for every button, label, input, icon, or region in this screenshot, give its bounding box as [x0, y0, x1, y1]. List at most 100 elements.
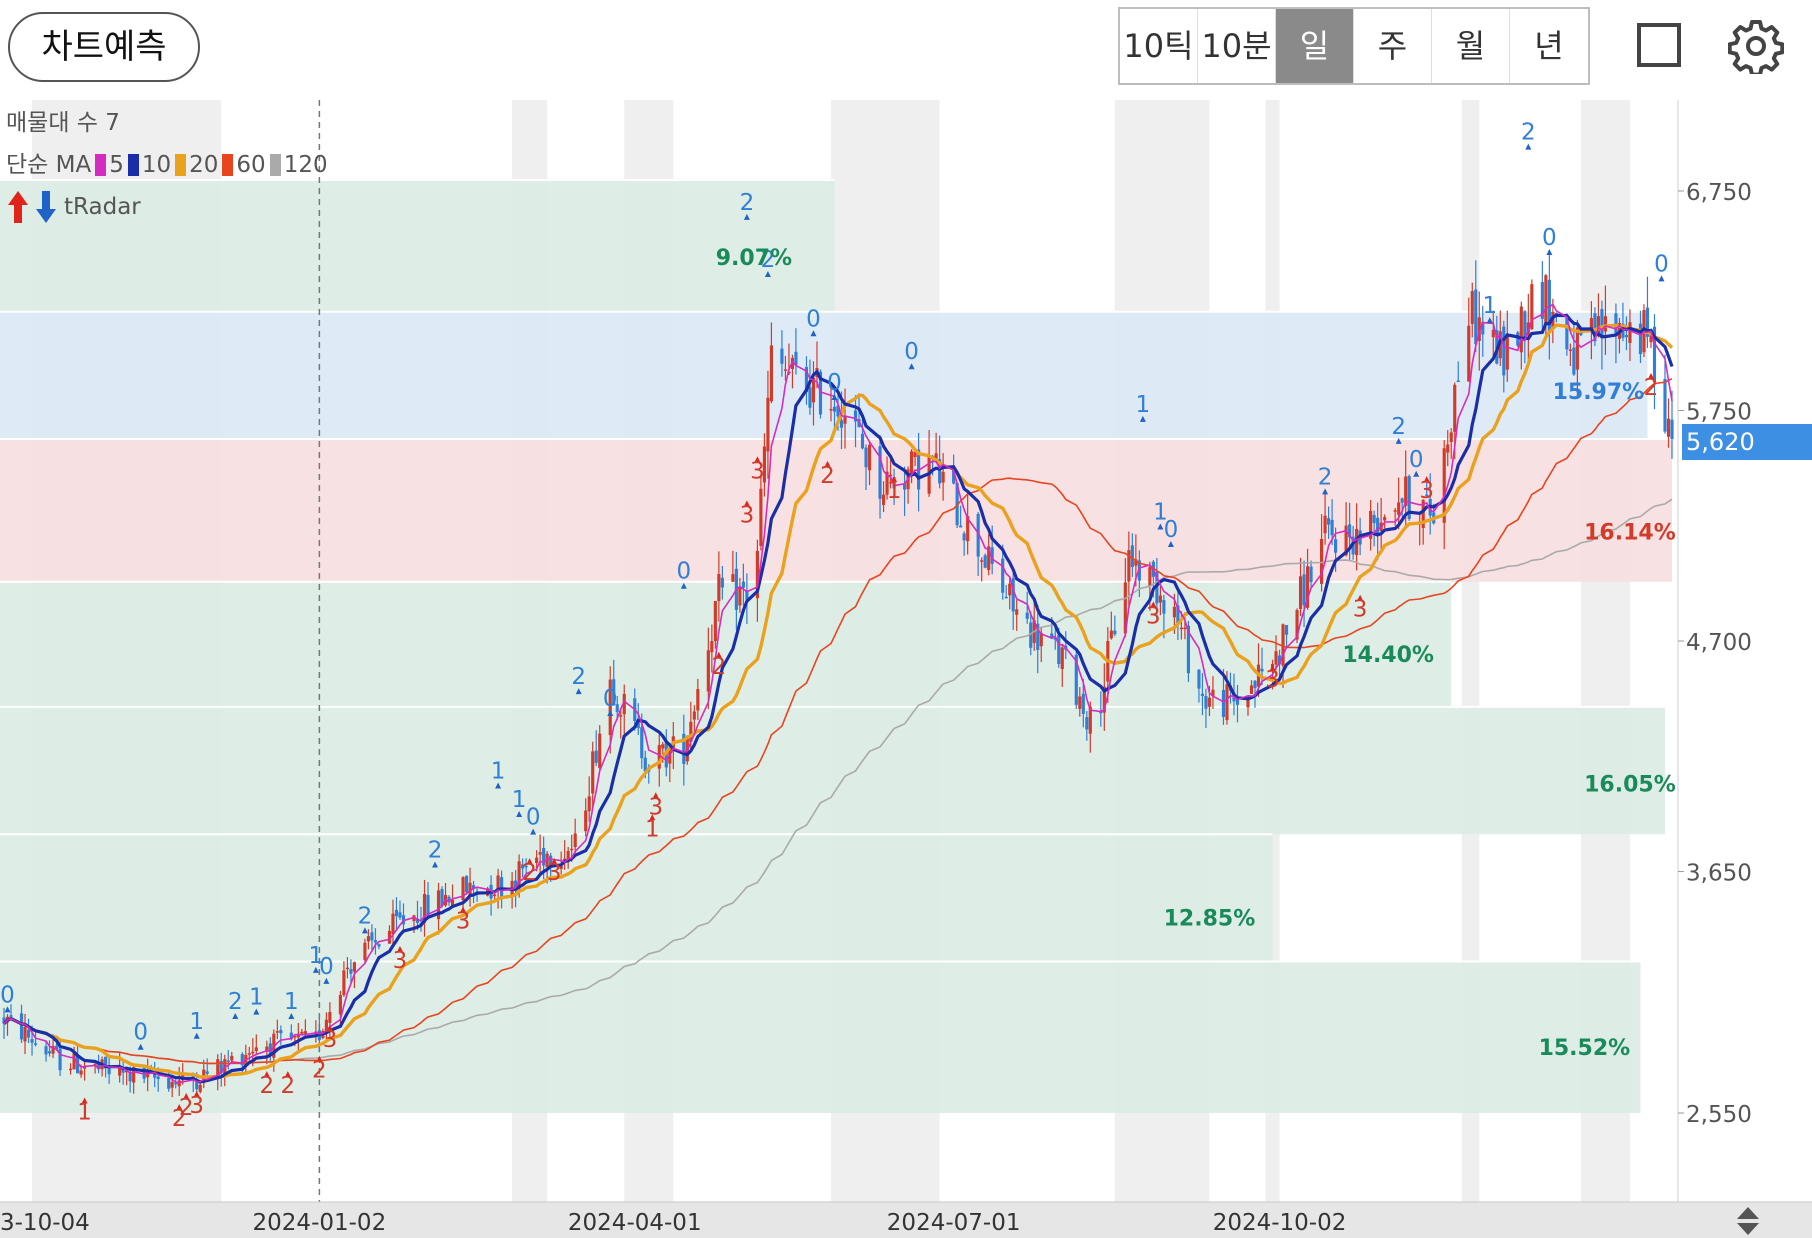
candle-body — [1334, 539, 1338, 553]
candle-body — [766, 397, 770, 452]
candle-body — [1001, 558, 1005, 593]
signal-arrow-icon — [652, 792, 659, 799]
candle-body — [1323, 515, 1327, 534]
y-tick-label: 6,750 — [1686, 180, 1752, 206]
candle-body — [373, 940, 378, 943]
candle-body — [1274, 651, 1278, 665]
ma20-label: 20 — [189, 152, 219, 178]
signal-arrow-icon — [1157, 523, 1164, 530]
signal-arrow-icon — [575, 688, 582, 695]
candle-body — [1393, 510, 1397, 512]
candle-body — [710, 641, 714, 653]
chart-predict-button[interactable]: 차트예측 — [8, 12, 200, 82]
tab-10min[interactable]: 10분 — [1198, 9, 1276, 83]
zone-percent-label: 12.85% — [1164, 907, 1256, 932]
signal-count-label: 1 — [887, 478, 902, 504]
ma5-line — [3, 303, 1673, 1084]
tab-10tick[interactable]: 10틱 — [1120, 9, 1198, 83]
x-tick-label: 2024-04-01 — [568, 1210, 702, 1236]
candle-body — [1502, 326, 1506, 376]
price-zone — [0, 961, 1641, 1113]
last-price-badge: 5,620 — [1682, 424, 1812, 460]
candle-body — [1397, 502, 1401, 515]
ma10-swatch — [127, 154, 139, 176]
candle-body — [1453, 384, 1457, 432]
zone-percent-label: 9.07% — [716, 246, 792, 271]
signal-arrow-icon — [743, 213, 750, 220]
signal-arrow-icon — [326, 1024, 333, 1031]
candle-body — [1491, 329, 1495, 338]
candle-body — [426, 894, 430, 916]
ma-prefix-label: 단순 MA — [6, 152, 92, 178]
tradar-legend: tRadar — [6, 186, 328, 228]
candle-body — [422, 893, 427, 923]
candle-body — [524, 865, 528, 868]
signal-count-label: 0 — [827, 370, 842, 396]
signal-count-label: 3 — [1419, 478, 1434, 504]
candle-body — [959, 525, 963, 528]
candle-body — [1127, 550, 1131, 582]
signal-arrow-icon — [316, 1055, 323, 1062]
tab-day[interactable]: 일 — [1276, 9, 1354, 83]
candle-body — [962, 533, 966, 541]
signal-count-label: 0 — [1542, 225, 1557, 251]
signal-arrow-icon — [764, 271, 771, 278]
signal-arrow-icon — [312, 966, 319, 973]
candle-body — [783, 369, 788, 371]
candle-body — [366, 936, 371, 942]
signal-arrow-icon — [516, 811, 523, 818]
candle-body — [1158, 595, 1162, 603]
candle-body — [450, 899, 455, 906]
candle-body — [769, 345, 773, 402]
candle-body — [1649, 333, 1653, 343]
candle-body — [843, 415, 847, 424]
signal-count-label: 0 — [526, 805, 541, 831]
x-tick-label: 2024-10-02 — [1213, 1210, 1347, 1236]
candle-body — [268, 1043, 272, 1056]
candle-body — [1505, 336, 1509, 370]
gear-icon[interactable] — [1728, 18, 1784, 74]
scroll-arrows-icon[interactable] — [1735, 1206, 1761, 1236]
candle-body — [1575, 327, 1579, 370]
candle-body — [464, 875, 469, 893]
candle-body — [1383, 517, 1387, 521]
signal-arrow-icon — [361, 927, 368, 934]
candle-body — [1211, 689, 1215, 697]
candle-body — [132, 1067, 136, 1083]
top-toolbar: 차트예측 10틱 10분 일 주 월 년 — [0, 0, 1812, 100]
candle-body — [864, 447, 868, 468]
candle-body — [107, 1067, 111, 1075]
tab-month[interactable]: 월 — [1432, 9, 1510, 83]
signal-count-label: 0 — [319, 954, 334, 980]
candle-body — [1148, 567, 1152, 586]
candle-body — [1039, 632, 1043, 647]
signal-arrow-icon — [1167, 541, 1174, 548]
candle-body — [447, 896, 451, 903]
tab-year[interactable]: 년 — [1534, 27, 1564, 65]
candle-body — [216, 1059, 220, 1077]
candle-body — [1355, 528, 1359, 556]
candle-body — [521, 864, 525, 869]
candle-body — [1446, 444, 1450, 453]
tab-week[interactable]: 주 — [1354, 9, 1432, 83]
signal-count-label: 1 — [1482, 293, 1497, 319]
signal-arrow-icon — [530, 828, 537, 835]
candle-body — [535, 857, 539, 864]
square-icon[interactable] — [1637, 23, 1681, 67]
candle-body — [1200, 693, 1205, 696]
candle-body — [363, 942, 367, 960]
candle-body — [1596, 316, 1600, 335]
candle-body — [500, 877, 504, 897]
candle-body — [30, 1039, 34, 1043]
candle-body — [608, 679, 612, 736]
price-zone — [0, 311, 1648, 440]
candle-body — [1253, 680, 1257, 689]
signal-count-label: 0 — [133, 1020, 148, 1046]
y-tick-label: 5,750 — [1686, 400, 1752, 426]
candle-body — [1060, 647, 1064, 669]
candle-body — [1330, 519, 1334, 536]
candle-body — [156, 1076, 160, 1080]
candle-body — [1225, 684, 1229, 721]
